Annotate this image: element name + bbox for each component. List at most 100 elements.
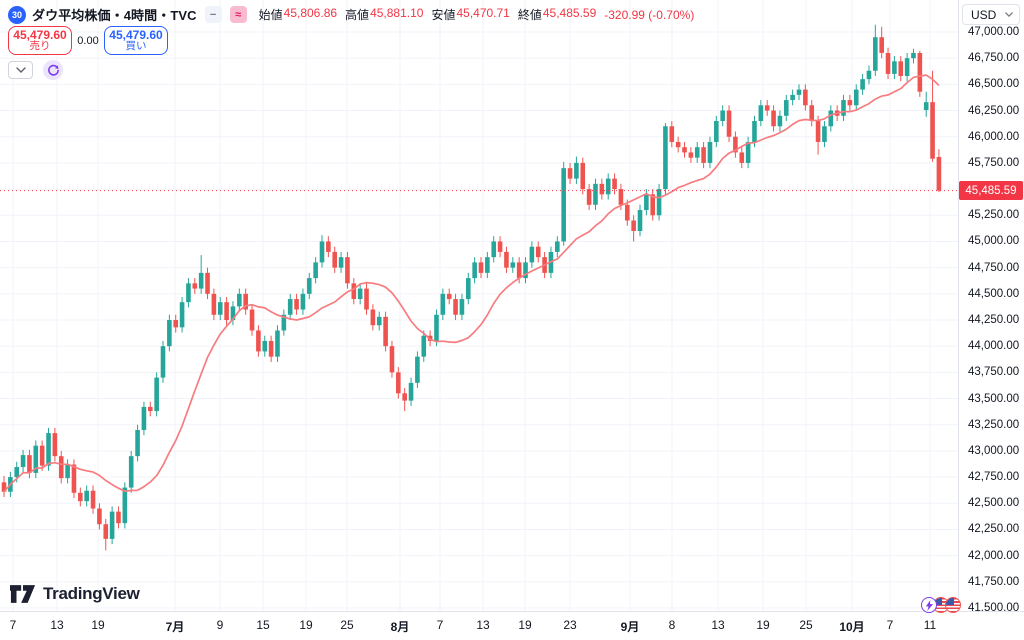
candle-body xyxy=(154,377,159,412)
candle-body xyxy=(46,433,51,466)
candle-body xyxy=(790,94,795,101)
candle-body xyxy=(415,356,420,383)
low-label: 安値 xyxy=(431,8,456,22)
candle-body xyxy=(173,320,179,328)
x-tick-label: 19 xyxy=(91,618,105,632)
currency-dropdown[interactable]: USD xyxy=(962,4,1020,25)
x-tick-label: 9月 xyxy=(620,620,640,634)
header-tools xyxy=(8,60,63,80)
candle-body xyxy=(822,126,827,142)
candle-body xyxy=(663,126,668,190)
price-axis[interactable]: 41,500.00 41,750.00 42,000.00 42,250.00 42,5… xyxy=(958,0,1024,614)
candle-body xyxy=(396,372,401,394)
candle-body xyxy=(656,189,662,216)
minus-chip-icon[interactable]: − xyxy=(204,6,222,23)
candle-body xyxy=(612,178,617,190)
candle-body xyxy=(306,278,312,294)
candle-body xyxy=(803,89,808,106)
y-tick-label: 46,000.00 xyxy=(968,130,1020,143)
symbol-logo-dow30[interactable]: 30 xyxy=(8,5,26,24)
us-flag-icon[interactable] xyxy=(945,597,961,613)
x-tick-label: 7 xyxy=(886,618,894,632)
candle-body xyxy=(370,309,376,326)
high-value: 45,881.10 xyxy=(370,6,424,20)
candle-body xyxy=(478,262,484,273)
candle-body xyxy=(256,330,261,352)
candle-body xyxy=(574,162,579,179)
candle-body xyxy=(332,251,338,268)
open-label: 始値 xyxy=(258,8,283,22)
candle-body xyxy=(720,110,725,122)
candle-body xyxy=(911,52,916,59)
x-tick-label: 19 xyxy=(518,618,532,632)
x-tick-label: 25 xyxy=(340,618,354,632)
candle-body xyxy=(249,309,255,331)
open-value: 45,806.86 xyxy=(283,6,338,20)
candle-body xyxy=(345,257,350,284)
refresh-button[interactable] xyxy=(43,60,63,80)
candle-body xyxy=(300,293,306,310)
candle-body xyxy=(529,246,535,263)
candle-body xyxy=(930,102,935,159)
candle-body xyxy=(904,58,910,76)
candle-body xyxy=(128,456,134,488)
candle-body xyxy=(707,141,713,163)
sell-button[interactable]: 45,479.60 売り xyxy=(8,26,72,55)
y-tick-label: 45,000.00 xyxy=(968,235,1020,248)
moving-average-line xyxy=(3,74,940,493)
chart-header: 30 ダウ平均株価・4時間・TVC − ≈ 始値 45,806.86 高値 45,8… xyxy=(8,5,694,24)
x-tick-label: 11 xyxy=(923,618,937,632)
time-axis[interactable]: 7 13 19 7月 9 15 19 25 8月 7 13 19 23 9月 8 13 19 25 10月 7 11 xyxy=(0,611,1024,640)
candlestick-chart[interactable] xyxy=(0,0,958,611)
candle-body xyxy=(714,121,719,142)
candle-body xyxy=(485,257,490,273)
candle-body xyxy=(52,433,58,457)
candle-body xyxy=(465,278,471,300)
buy-button[interactable]: 45,479.60 買い xyxy=(104,26,168,55)
candle-body xyxy=(1,482,7,492)
y-tick-label: 42,000.00 xyxy=(968,549,1020,562)
candle-body xyxy=(179,302,185,328)
chevron-down-icon xyxy=(1005,12,1013,17)
candle-body xyxy=(287,299,293,315)
candle-body xyxy=(637,210,643,231)
candle-body xyxy=(326,241,331,252)
low-value: 45,470.71 xyxy=(456,6,510,20)
symbol-title[interactable]: ダウ平均株価・4時間・TVC xyxy=(32,8,197,23)
high-label: 高値 xyxy=(345,8,370,22)
y-tick-label: 42,750.00 xyxy=(968,471,1020,484)
candle-body xyxy=(116,511,121,524)
candle-body xyxy=(580,162,586,190)
candle-body xyxy=(135,429,140,457)
candle-body xyxy=(65,464,70,479)
candle-body xyxy=(669,126,675,142)
candle-body xyxy=(402,393,407,401)
candle-body xyxy=(783,100,789,116)
wave-chip-icon[interactable]: ≈ xyxy=(229,6,247,23)
candle-body xyxy=(618,189,624,205)
lightning-icon[interactable] xyxy=(921,597,937,613)
candle-body xyxy=(281,314,287,331)
candle-body xyxy=(561,168,566,242)
x-tick-label: 25 xyxy=(799,618,813,632)
candle-body xyxy=(167,320,172,347)
collapse-panel-button[interactable] xyxy=(8,61,33,79)
candle-body xyxy=(39,445,45,466)
candle-body xyxy=(109,511,115,539)
y-tick-label: 44,250.00 xyxy=(968,314,1020,326)
x-tick-label: 9 xyxy=(216,618,224,632)
close-value: 45,485.59 xyxy=(542,6,597,20)
y-tick-label: 45,250.00 xyxy=(968,209,1020,222)
candle-body xyxy=(860,79,865,90)
y-tick-label: 41,750.00 xyxy=(968,575,1020,588)
candle-body xyxy=(567,168,573,179)
candle-body xyxy=(198,272,204,289)
tradingview-logo[interactable]: TradingView xyxy=(10,584,140,604)
candle-body xyxy=(364,288,369,310)
y-tick-label: 44,750.00 xyxy=(968,261,1020,274)
candle-body xyxy=(745,141,751,163)
candle-body xyxy=(688,152,694,158)
y-tick-label: 44,000.00 xyxy=(968,340,1020,353)
spread-value: 0.00 xyxy=(77,34,99,47)
candle-body xyxy=(752,121,757,142)
